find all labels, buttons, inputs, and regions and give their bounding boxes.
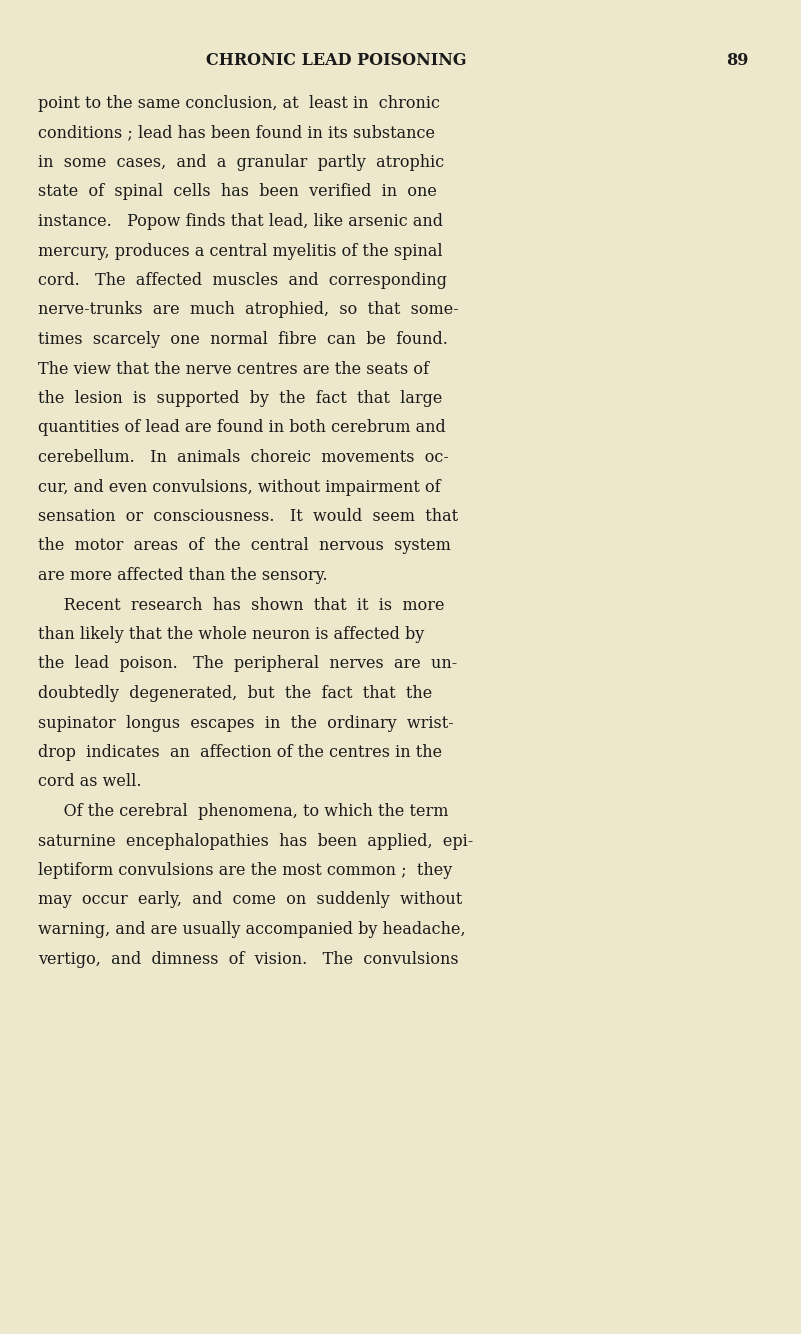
Text: drop  indicates  an  affection of the centres in the: drop indicates an affection of the centr… <box>38 744 442 760</box>
Text: the  lead  poison.   The  peripheral  nerves  are  un-: the lead poison. The peripheral nerves a… <box>38 655 457 672</box>
Text: Recent  research  has  shown  that  it  is  more: Recent research has shown that it is mor… <box>38 596 445 614</box>
Text: The view that the nerve centres are the seats of: The view that the nerve centres are the … <box>38 360 429 378</box>
Text: conditions ; lead has been found in its substance: conditions ; lead has been found in its … <box>38 124 435 141</box>
Text: are more affected than the sensory.: are more affected than the sensory. <box>38 567 328 584</box>
Text: cord.   The  affected  muscles  and  corresponding: cord. The affected muscles and correspon… <box>38 272 447 289</box>
Text: may  occur  early,  and  come  on  suddenly  without: may occur early, and come on suddenly wi… <box>38 891 462 908</box>
Text: 89: 89 <box>727 52 749 69</box>
Text: point to the same conclusion, at  least in  chronic: point to the same conclusion, at least i… <box>38 95 440 112</box>
Text: than likely that the whole neuron is affected by: than likely that the whole neuron is aff… <box>38 626 425 643</box>
Text: nerve-trunks  are  much  atrophied,  so  that  some-: nerve-trunks are much atrophied, so that… <box>38 301 459 319</box>
Text: the  motor  areas  of  the  central  nervous  system: the motor areas of the central nervous s… <box>38 538 451 555</box>
Text: instance.   Popow finds that lead, like arsenic and: instance. Popow finds that lead, like ar… <box>38 213 443 229</box>
Text: Of the cerebral  phenomena, to which the term: Of the cerebral phenomena, to which the … <box>38 803 449 820</box>
Text: supinator  longus  escapes  in  the  ordinary  wrist-: supinator longus escapes in the ordinary… <box>38 715 453 731</box>
Text: the  lesion  is  supported  by  the  fact  that  large: the lesion is supported by the fact that… <box>38 390 442 407</box>
Text: doubtedly  degenerated,  but  the  fact  that  the: doubtedly degenerated, but the fact that… <box>38 684 433 702</box>
Text: CHRONIC LEAD POISONING: CHRONIC LEAD POISONING <box>206 52 467 69</box>
Text: cerebellum.   In  animals  choreic  movements  oc-: cerebellum. In animals choreic movements… <box>38 450 449 466</box>
Text: times  scarcely  one  normal  fibre  can  be  found.: times scarcely one normal fibre can be f… <box>38 331 448 348</box>
Text: in  some  cases,  and  a  granular  partly  atrophic: in some cases, and a granular partly atr… <box>38 153 445 171</box>
Text: sensation  or  consciousness.   It  would  seem  that: sensation or consciousness. It would see… <box>38 508 458 526</box>
Text: state  of  spinal  cells  has  been  verified  in  one: state of spinal cells has been verified … <box>38 184 437 200</box>
Text: mercury, produces a central myelitis of the spinal: mercury, produces a central myelitis of … <box>38 243 443 260</box>
Text: leptiform convulsions are the most common ;  they: leptiform convulsions are the most commo… <box>38 862 453 879</box>
Text: saturnine  encephalopathies  has  been  applied,  epi-: saturnine encephalopathies has been appl… <box>38 832 473 850</box>
Text: quantities of lead are found in both cerebrum and: quantities of lead are found in both cer… <box>38 419 445 436</box>
Text: cord as well.: cord as well. <box>38 774 142 791</box>
Text: warning, and are usually accompanied by headache,: warning, and are usually accompanied by … <box>38 920 465 938</box>
Text: vertigo,  and  dimness  of  vision.   The  convulsions: vertigo, and dimness of vision. The conv… <box>38 951 459 967</box>
Text: cur, and even convulsions, without impairment of: cur, and even convulsions, without impai… <box>38 479 441 495</box>
